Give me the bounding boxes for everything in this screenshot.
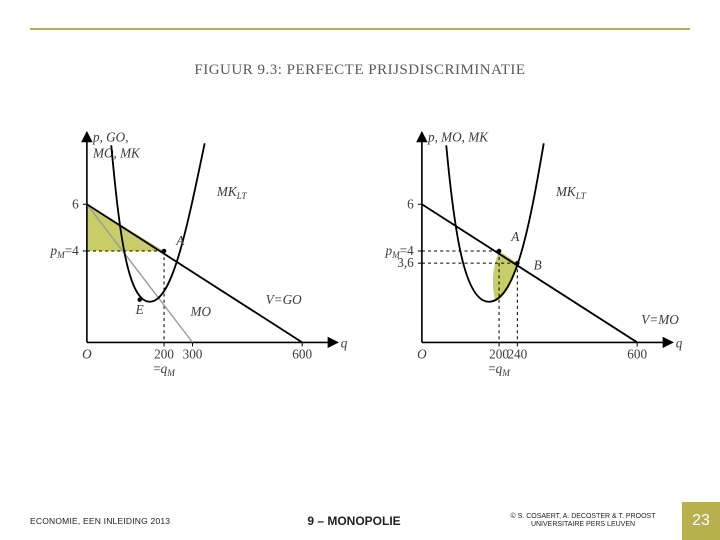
svg-text:O: O: [417, 347, 427, 362]
left-chart-svg: p, GO, MO, MK 6 pM=4 O 200=qM 300 600 q MO V=GO MKL…: [30, 108, 355, 398]
svg-text:pM=4: pM=4: [50, 243, 80, 260]
footer: ECONOMIE, EEN INLEIDING 2013 9 – MONOPOL…: [0, 502, 720, 540]
footer-credit-1: © S. COSAERT, A. DECOSTER & T. PROOST: [488, 513, 678, 521]
footer-mid: 9 – MONOPOLIE: [220, 514, 488, 528]
right-chart-svg: p, MO, MK6pM=43,6O200=qM240600qV=MOMKLTA…: [365, 108, 690, 398]
svg-text:6: 6: [407, 196, 414, 211]
svg-text:600: 600: [627, 347, 647, 362]
svg-text:p, GO,: p, GO,: [92, 129, 129, 144]
svg-text:200: 200: [489, 347, 509, 362]
footer-right: © S. COSAERT, A. DECOSTER & T. PROOST UN…: [488, 513, 682, 530]
footer-left: ECONOMIE, EEN INLEIDING 2013: [0, 516, 220, 526]
svg-text:V=GO: V=GO: [266, 292, 302, 307]
left-chart: p, GO, MO, MK 6 pM=4 O 200=qM 300 600 q MO V=GO MKL…: [30, 108, 355, 398]
charts-row: p, GO,MO, MK6pM=4O200=qM300600qMOV=GOMKL…: [30, 108, 690, 398]
page-number: 23: [682, 502, 720, 540]
figure-title: FIGUUR 9.3: PERFECTE PRIJSDISCRIMINATIE: [0, 62, 720, 79]
svg-text:200: 200: [154, 347, 174, 362]
svg-text:MKLT: MKLT: [555, 184, 587, 201]
svg-text:q: q: [341, 335, 348, 350]
svg-text:6: 6: [72, 196, 79, 211]
svg-text:MKLT: MKLT: [216, 184, 248, 201]
svg-text:p, MO, MK: p, MO, MK: [427, 129, 489, 144]
svg-text:=qM: =qM: [488, 361, 511, 378]
svg-text:A: A: [175, 233, 185, 248]
footer-credit-2: UNIVERSITAIRE PERS LEUVEN: [488, 521, 678, 529]
accent-rule: [30, 28, 690, 30]
svg-text:V=MO: V=MO: [641, 312, 679, 327]
svg-text:E: E: [135, 302, 144, 317]
right-chart: p, MO, MK6pM=43,6O200=qM240600qV=MOMKLTA…: [365, 108, 690, 398]
svg-text:240: 240: [507, 347, 527, 362]
svg-text:MO, MK: MO, MK: [92, 146, 141, 161]
svg-text:600: 600: [292, 347, 312, 362]
svg-text:q: q: [676, 335, 683, 350]
svg-text:O: O: [82, 347, 92, 362]
svg-text:3,6: 3,6: [397, 255, 414, 270]
svg-text:MO: MO: [189, 304, 211, 319]
svg-text:300: 300: [183, 347, 203, 362]
svg-text:A: A: [510, 229, 520, 244]
svg-text:=qM: =qM: [153, 361, 176, 378]
svg-text:B: B: [534, 257, 542, 272]
